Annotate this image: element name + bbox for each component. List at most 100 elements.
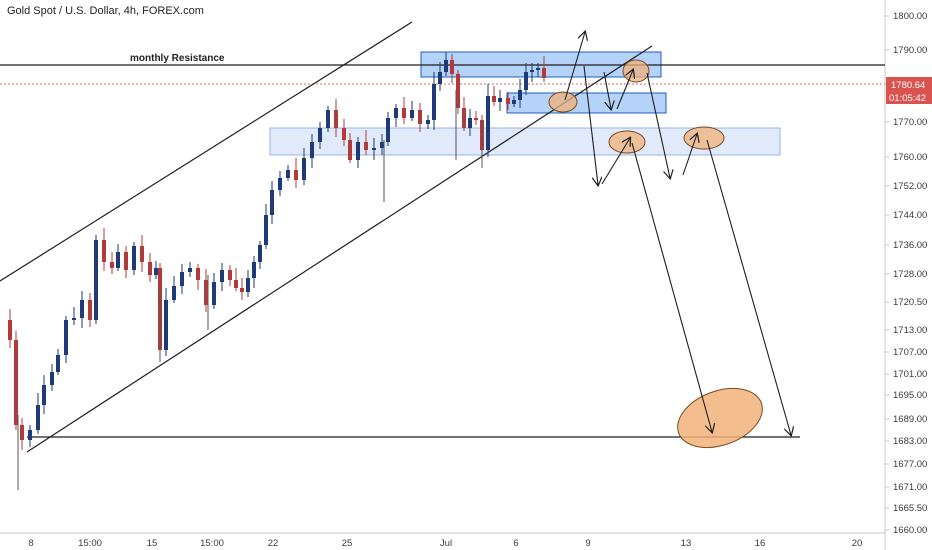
countdown-badge (886, 91, 932, 104)
price-tick-label: 1736.00 (893, 240, 927, 251)
time-tick-label: 22 (268, 538, 279, 549)
candle-body (536, 68, 540, 70)
candle-body (88, 300, 92, 320)
time-tick-label: 20 (852, 538, 863, 549)
time-axis-ticks: 8 15:00 15 15:00 22 25 Jul 6 9 13 16 20 (28, 538, 862, 549)
ellipse-retest-right (683, 126, 725, 150)
candle-body (438, 72, 442, 84)
candle-body (310, 142, 314, 158)
candle-body (94, 240, 98, 320)
candle-body (364, 142, 368, 150)
price-axis-ticks: 1800.001790.001780.001770.001760.001752.… (885, 11, 927, 536)
arrow-down-mid (646, 72, 670, 178)
candle-body (246, 278, 250, 292)
candle-body (154, 268, 158, 275)
ellipse-demand-touch (548, 91, 578, 113)
candle-body (80, 300, 84, 318)
price-tick-label: 1713.00 (893, 325, 927, 336)
candle-body (518, 90, 522, 100)
candle-body (468, 118, 472, 128)
candle-body (270, 190, 274, 215)
candle-body (110, 262, 114, 268)
price-tick-label: 1677.00 (893, 459, 927, 470)
candle-body (188, 268, 192, 272)
candle-body (418, 110, 422, 124)
candle-body (342, 128, 346, 140)
candle-body (302, 158, 306, 180)
time-tick-label: 9 (585, 538, 590, 549)
candle-body (348, 140, 352, 160)
candle-body (326, 110, 330, 128)
candle-body (512, 100, 516, 104)
candle-body (334, 110, 338, 128)
candle-body (474, 118, 478, 120)
arrow-to-target-right (706, 139, 791, 435)
candle-body (264, 215, 268, 245)
price-tick-label: 1800.00 (893, 11, 927, 22)
price-tick-label: 1728.00 (893, 269, 927, 280)
candles-group (8, 52, 546, 490)
candle-body (196, 268, 200, 280)
time-tick-label: 15:00 (200, 538, 224, 549)
arrow-up-breakout (564, 32, 585, 101)
candle-body (240, 288, 244, 292)
monthly-resistance-label: monthly Resistance (130, 53, 225, 64)
candle-body (278, 178, 282, 190)
arrow-small-down (603, 71, 611, 109)
price-tick-label: 1689.00 (893, 414, 927, 425)
price-tick-label: 1752.00 (893, 181, 927, 192)
candle-body (394, 108, 398, 118)
candle-body (36, 405, 40, 430)
last-price-text: 1780.64 (891, 80, 925, 91)
price-tick-label: 1665.50 (893, 503, 927, 514)
candle-body (318, 128, 322, 142)
candle-body (402, 108, 406, 118)
channel-upper-line (0, 21, 413, 282)
candle-body (498, 98, 502, 102)
candle-body (180, 272, 184, 286)
candle-body (380, 142, 384, 148)
candle-body (542, 68, 546, 78)
candle-body (50, 372, 54, 385)
candle-body (42, 385, 46, 405)
candle-body (426, 120, 430, 124)
arrow-to-retest-right (682, 134, 697, 176)
last-price-badge (886, 77, 932, 91)
candle-body (204, 280, 208, 305)
price-tick-label: 1744.00 (893, 210, 927, 221)
time-tick-label: 13 (681, 538, 692, 549)
time-tick-label: 6 (513, 538, 518, 549)
candle-body (530, 70, 534, 72)
time-tick-label: 25 (342, 538, 353, 549)
candle-body (64, 320, 68, 355)
candle-body (506, 98, 510, 104)
candle-body (72, 318, 76, 320)
candle-body (486, 96, 490, 150)
candle-body (258, 245, 262, 262)
candle-body (228, 270, 232, 280)
time-tick-label: 16 (755, 538, 766, 549)
price-tick-label: 1701.00 (893, 369, 927, 380)
candle-body (492, 96, 496, 102)
price-tick-label: 1660.00 (893, 525, 927, 536)
candle-body (14, 340, 18, 425)
candle-body (56, 355, 60, 372)
candle-body (432, 84, 436, 120)
candle-body (148, 262, 152, 275)
candle-body (372, 148, 376, 150)
candle-body (286, 170, 290, 178)
arrow-down-left (583, 65, 598, 185)
ellipse-target (677, 388, 763, 448)
candle-body (212, 282, 216, 305)
candle-body (28, 430, 32, 440)
arrow-to-target-left (631, 142, 712, 432)
price-tick-label: 1707.00 (893, 347, 927, 358)
price-tick-label: 1760.00 (893, 152, 927, 163)
candle-body (8, 320, 12, 340)
candle-body (450, 60, 454, 74)
time-tick-label: 15 (147, 538, 158, 549)
ellipse-resistance-touch (622, 59, 650, 83)
candle-body (444, 60, 448, 72)
candle-body (524, 72, 528, 90)
